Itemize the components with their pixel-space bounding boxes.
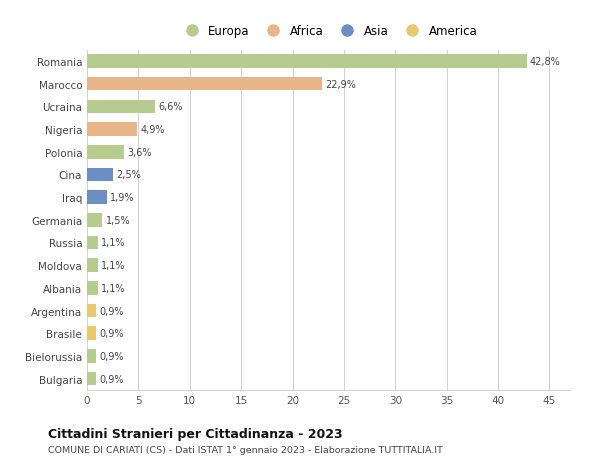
- Text: 3,6%: 3,6%: [127, 147, 152, 157]
- Text: COMUNE DI CARIATI (CS) - Dati ISTAT 1° gennaio 2023 - Elaborazione TUTTITALIA.IT: COMUNE DI CARIATI (CS) - Dati ISTAT 1° g…: [48, 445, 443, 454]
- Bar: [87, 236, 98, 250]
- Text: 1,5%: 1,5%: [106, 215, 130, 225]
- Text: 1,1%: 1,1%: [101, 238, 126, 248]
- Text: 6,6%: 6,6%: [158, 102, 182, 112]
- Bar: [87, 281, 98, 295]
- Text: 1,1%: 1,1%: [101, 261, 126, 271]
- Text: 1,1%: 1,1%: [101, 283, 126, 293]
- Bar: [87, 191, 107, 204]
- Text: 2,5%: 2,5%: [116, 170, 140, 180]
- Legend: Europa, Africa, Asia, America: Europa, Africa, Asia, America: [178, 22, 479, 40]
- Text: 4,9%: 4,9%: [140, 125, 165, 135]
- Bar: [87, 123, 137, 136]
- Text: 0,9%: 0,9%: [100, 374, 124, 384]
- Bar: [87, 349, 96, 363]
- Text: 0,9%: 0,9%: [100, 351, 124, 361]
- Bar: [87, 259, 98, 272]
- Text: 42,8%: 42,8%: [530, 57, 560, 67]
- Text: 22,9%: 22,9%: [325, 79, 356, 90]
- Bar: [87, 168, 113, 182]
- Bar: [87, 304, 96, 318]
- Text: 0,9%: 0,9%: [100, 306, 124, 316]
- Bar: [87, 146, 124, 159]
- Bar: [87, 101, 155, 114]
- Text: Cittadini Stranieri per Cittadinanza - 2023: Cittadini Stranieri per Cittadinanza - 2…: [48, 427, 343, 440]
- Bar: [87, 372, 96, 386]
- Text: 1,9%: 1,9%: [110, 193, 134, 203]
- Bar: [87, 78, 322, 91]
- Bar: [87, 327, 96, 340]
- Text: 0,9%: 0,9%: [100, 329, 124, 339]
- Bar: [87, 55, 527, 68]
- Bar: [87, 213, 103, 227]
